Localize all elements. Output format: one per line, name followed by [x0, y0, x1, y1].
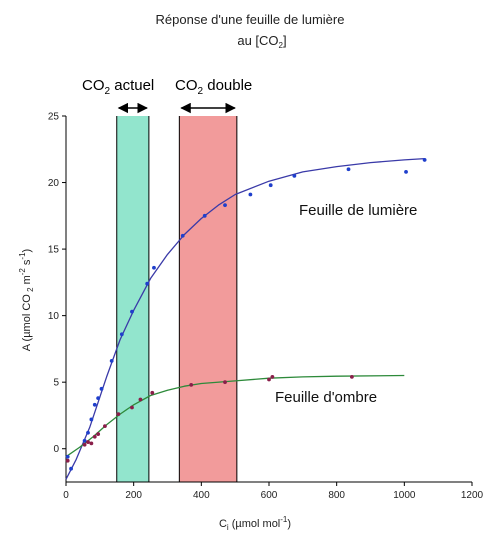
x-tick-label: 1000	[393, 490, 416, 501]
series-1-point	[65, 458, 70, 463]
series-1-point	[150, 390, 155, 395]
band-label-double: CO2 double	[175, 77, 252, 97]
band-0	[116, 116, 149, 482]
series-1-point	[89, 441, 94, 446]
chart-title-line-2: au [CO2]	[237, 33, 286, 50]
band-label-current: CO2 actuel	[82, 77, 154, 97]
series-0-point	[223, 203, 227, 208]
series-1-point	[223, 380, 227, 385]
series-1-point	[96, 432, 101, 436]
x-tick-label: 800	[328, 490, 345, 501]
x-tick-label: 400	[193, 490, 210, 501]
series-line-0	[65, 157, 425, 480]
series-1-point	[349, 374, 354, 379]
series-0-point	[86, 430, 90, 435]
bands-layer	[116, 102, 238, 482]
series-1-point	[189, 382, 194, 387]
series-0-point	[202, 213, 207, 218]
series-0-point	[82, 438, 87, 443]
series-0-point	[89, 417, 94, 422]
x-axis-title: Ci (µmol mol-1)	[219, 515, 291, 532]
series-0-point	[145, 281, 150, 286]
series-0-point	[96, 396, 101, 401]
series-0-point	[119, 332, 124, 337]
series-1-point	[103, 424, 107, 429]
series-label-shade-leaf: Feuille d'ombre	[275, 389, 377, 406]
x-tick-label: 600	[261, 490, 278, 501]
series-1-point	[116, 412, 121, 417]
series-1-point	[267, 377, 271, 382]
series-0-point	[180, 233, 185, 238]
series-1-point	[86, 440, 90, 444]
series-0-point	[248, 192, 253, 197]
y-axis-title: A (µmol CO 2 m-2 s-1)	[18, 249, 35, 351]
series-1-point	[82, 442, 87, 447]
band-1	[179, 116, 237, 482]
series-0-point	[109, 358, 114, 363]
series-0-point	[346, 167, 351, 172]
series-1-point	[130, 405, 134, 410]
chart-title-line-1: Réponse d'une feuille de lumière	[156, 12, 345, 27]
series-0-point	[152, 265, 156, 270]
x-tick-label: 1200	[461, 490, 484, 501]
axes-layer: 0 5 10 15 20 25 0 200 400 600 800 1000 1200	[48, 112, 484, 502]
x-tick-label: 0	[63, 490, 69, 501]
series-0-point	[92, 402, 97, 407]
series-0-point	[69, 466, 73, 471]
series-0-point	[99, 386, 104, 391]
series-0-point	[422, 158, 427, 162]
y-tick-label: 25	[48, 112, 60, 123]
y-tick-label: 20	[48, 178, 60, 189]
series-0-point	[292, 173, 297, 178]
series-1-point	[270, 374, 275, 379]
y-tick-label: 15	[48, 245, 60, 256]
y-tick-label: 5	[53, 378, 59, 389]
series-1-point	[92, 434, 97, 439]
series-0-point	[130, 309, 134, 314]
points-layer	[65, 158, 427, 471]
series-label-light-leaf: Feuille de lumière	[299, 202, 417, 219]
x-tick-label: 200	[125, 490, 142, 501]
y-tick-label: 0	[53, 444, 59, 455]
series-1-point	[138, 397, 143, 402]
y-tick-label: 10	[48, 311, 60, 322]
series-0-point	[404, 169, 408, 174]
series-0-point	[268, 183, 273, 188]
series-0-point	[65, 454, 70, 459]
